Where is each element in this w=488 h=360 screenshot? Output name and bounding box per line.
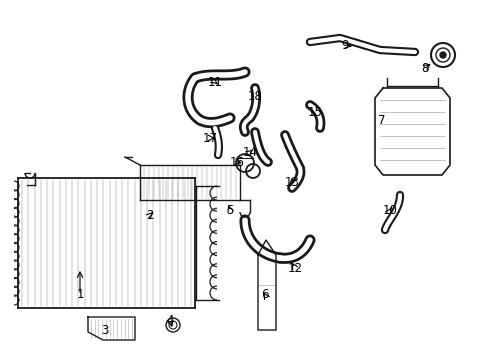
Text: 15: 15 <box>307 105 322 118</box>
Text: 7: 7 <box>378 113 385 126</box>
Text: 3: 3 <box>101 324 108 337</box>
Text: 2: 2 <box>146 208 153 221</box>
Text: 16: 16 <box>229 156 244 168</box>
Text: 17: 17 <box>202 131 217 144</box>
Text: 11: 11 <box>207 76 222 89</box>
Text: 13: 13 <box>284 176 299 189</box>
Circle shape <box>439 52 445 58</box>
Text: 14: 14 <box>242 145 257 158</box>
Text: 18: 18 <box>247 90 262 103</box>
Polygon shape <box>374 88 449 175</box>
Text: 1: 1 <box>76 288 83 302</box>
Text: 4: 4 <box>166 314 173 327</box>
Text: 6: 6 <box>261 288 268 302</box>
Text: 12: 12 <box>287 261 302 275</box>
Text: 10: 10 <box>382 203 397 216</box>
Text: 5: 5 <box>226 203 233 216</box>
Text: 8: 8 <box>421 62 428 75</box>
Text: 9: 9 <box>341 39 348 51</box>
